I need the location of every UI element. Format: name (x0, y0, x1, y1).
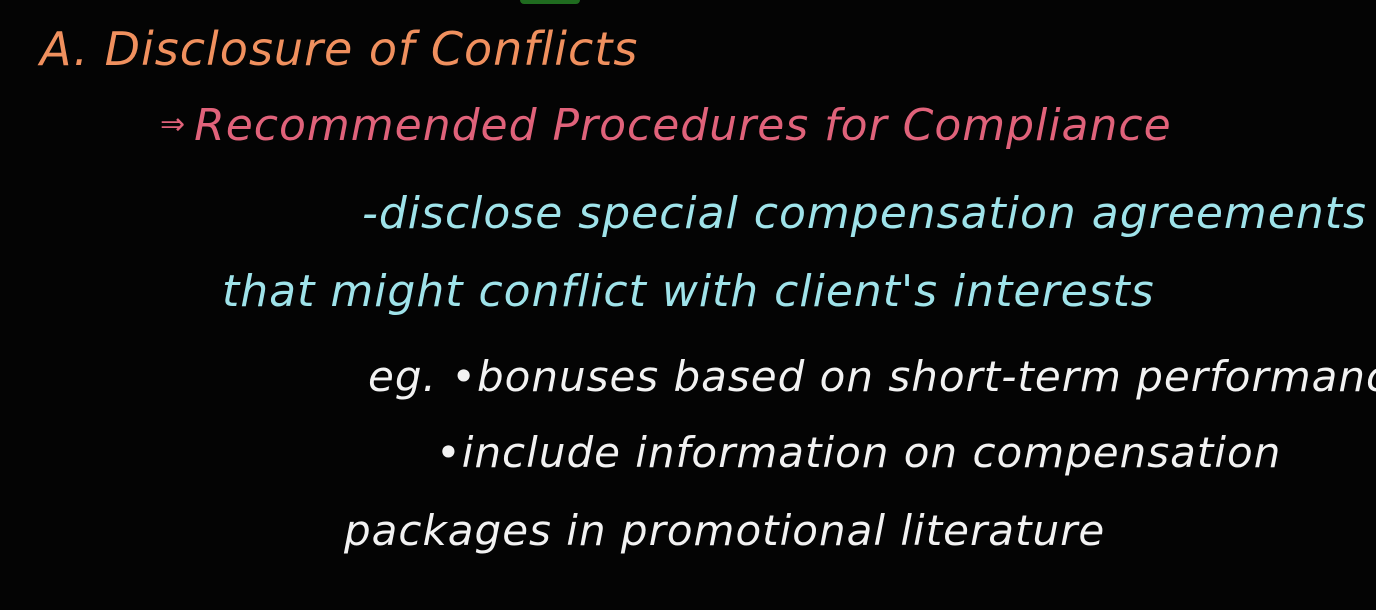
note-line-4: •include information on compensation (436, 428, 1282, 477)
note-line-1: -disclose special compensation agreement… (362, 188, 1367, 239)
note-line-3: eg. •bonuses based on short-term perform… (368, 352, 1376, 401)
implies-arrow-icon: ⇒ (160, 107, 187, 142)
subheading-row: ⇒ Recommended Procedures for Compliance (160, 100, 1172, 151)
note-line-5: packages in promotional literature (344, 506, 1106, 555)
top-edge-highlight (520, 0, 580, 4)
note-line-2: that might conflict with client's intere… (222, 266, 1155, 317)
section-heading: A. Disclosure of Conflicts (40, 22, 639, 76)
subheading-text: Recommended Procedures for Compliance (194, 100, 1172, 151)
